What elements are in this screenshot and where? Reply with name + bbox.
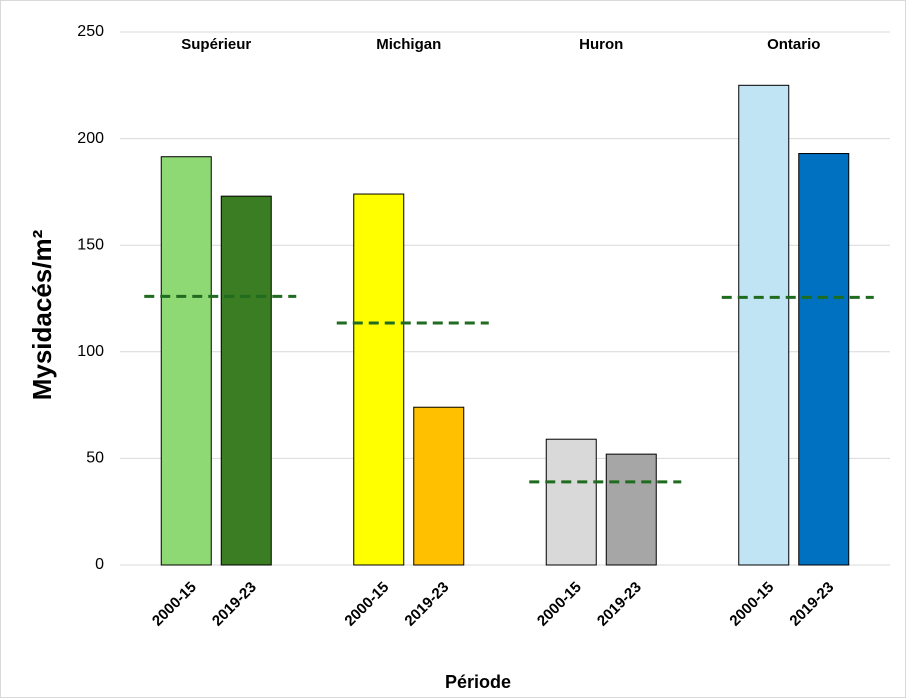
bar [605,453,657,566]
bar [160,156,212,566]
y-tick-label: 250 [77,23,104,40]
group-label: Huron [579,36,623,53]
y-axis-label: Mysidacés/m² [27,229,57,400]
bar [798,153,850,566]
bar [413,406,465,566]
group-label: Ontario [767,36,820,53]
x-axis-label: Période [445,672,511,692]
y-tick-label: 0 [95,556,104,573]
y-tick-label: 150 [77,236,104,253]
bar [738,84,790,566]
y-tick-label: 100 [77,343,104,360]
group-label: Michigan [376,36,441,53]
y-tick-label: 50 [86,450,104,467]
bar [353,193,405,566]
bar [545,438,597,566]
bar [220,195,272,566]
y-tick-label: 200 [77,130,104,147]
group-label: Supérieur [181,36,251,53]
